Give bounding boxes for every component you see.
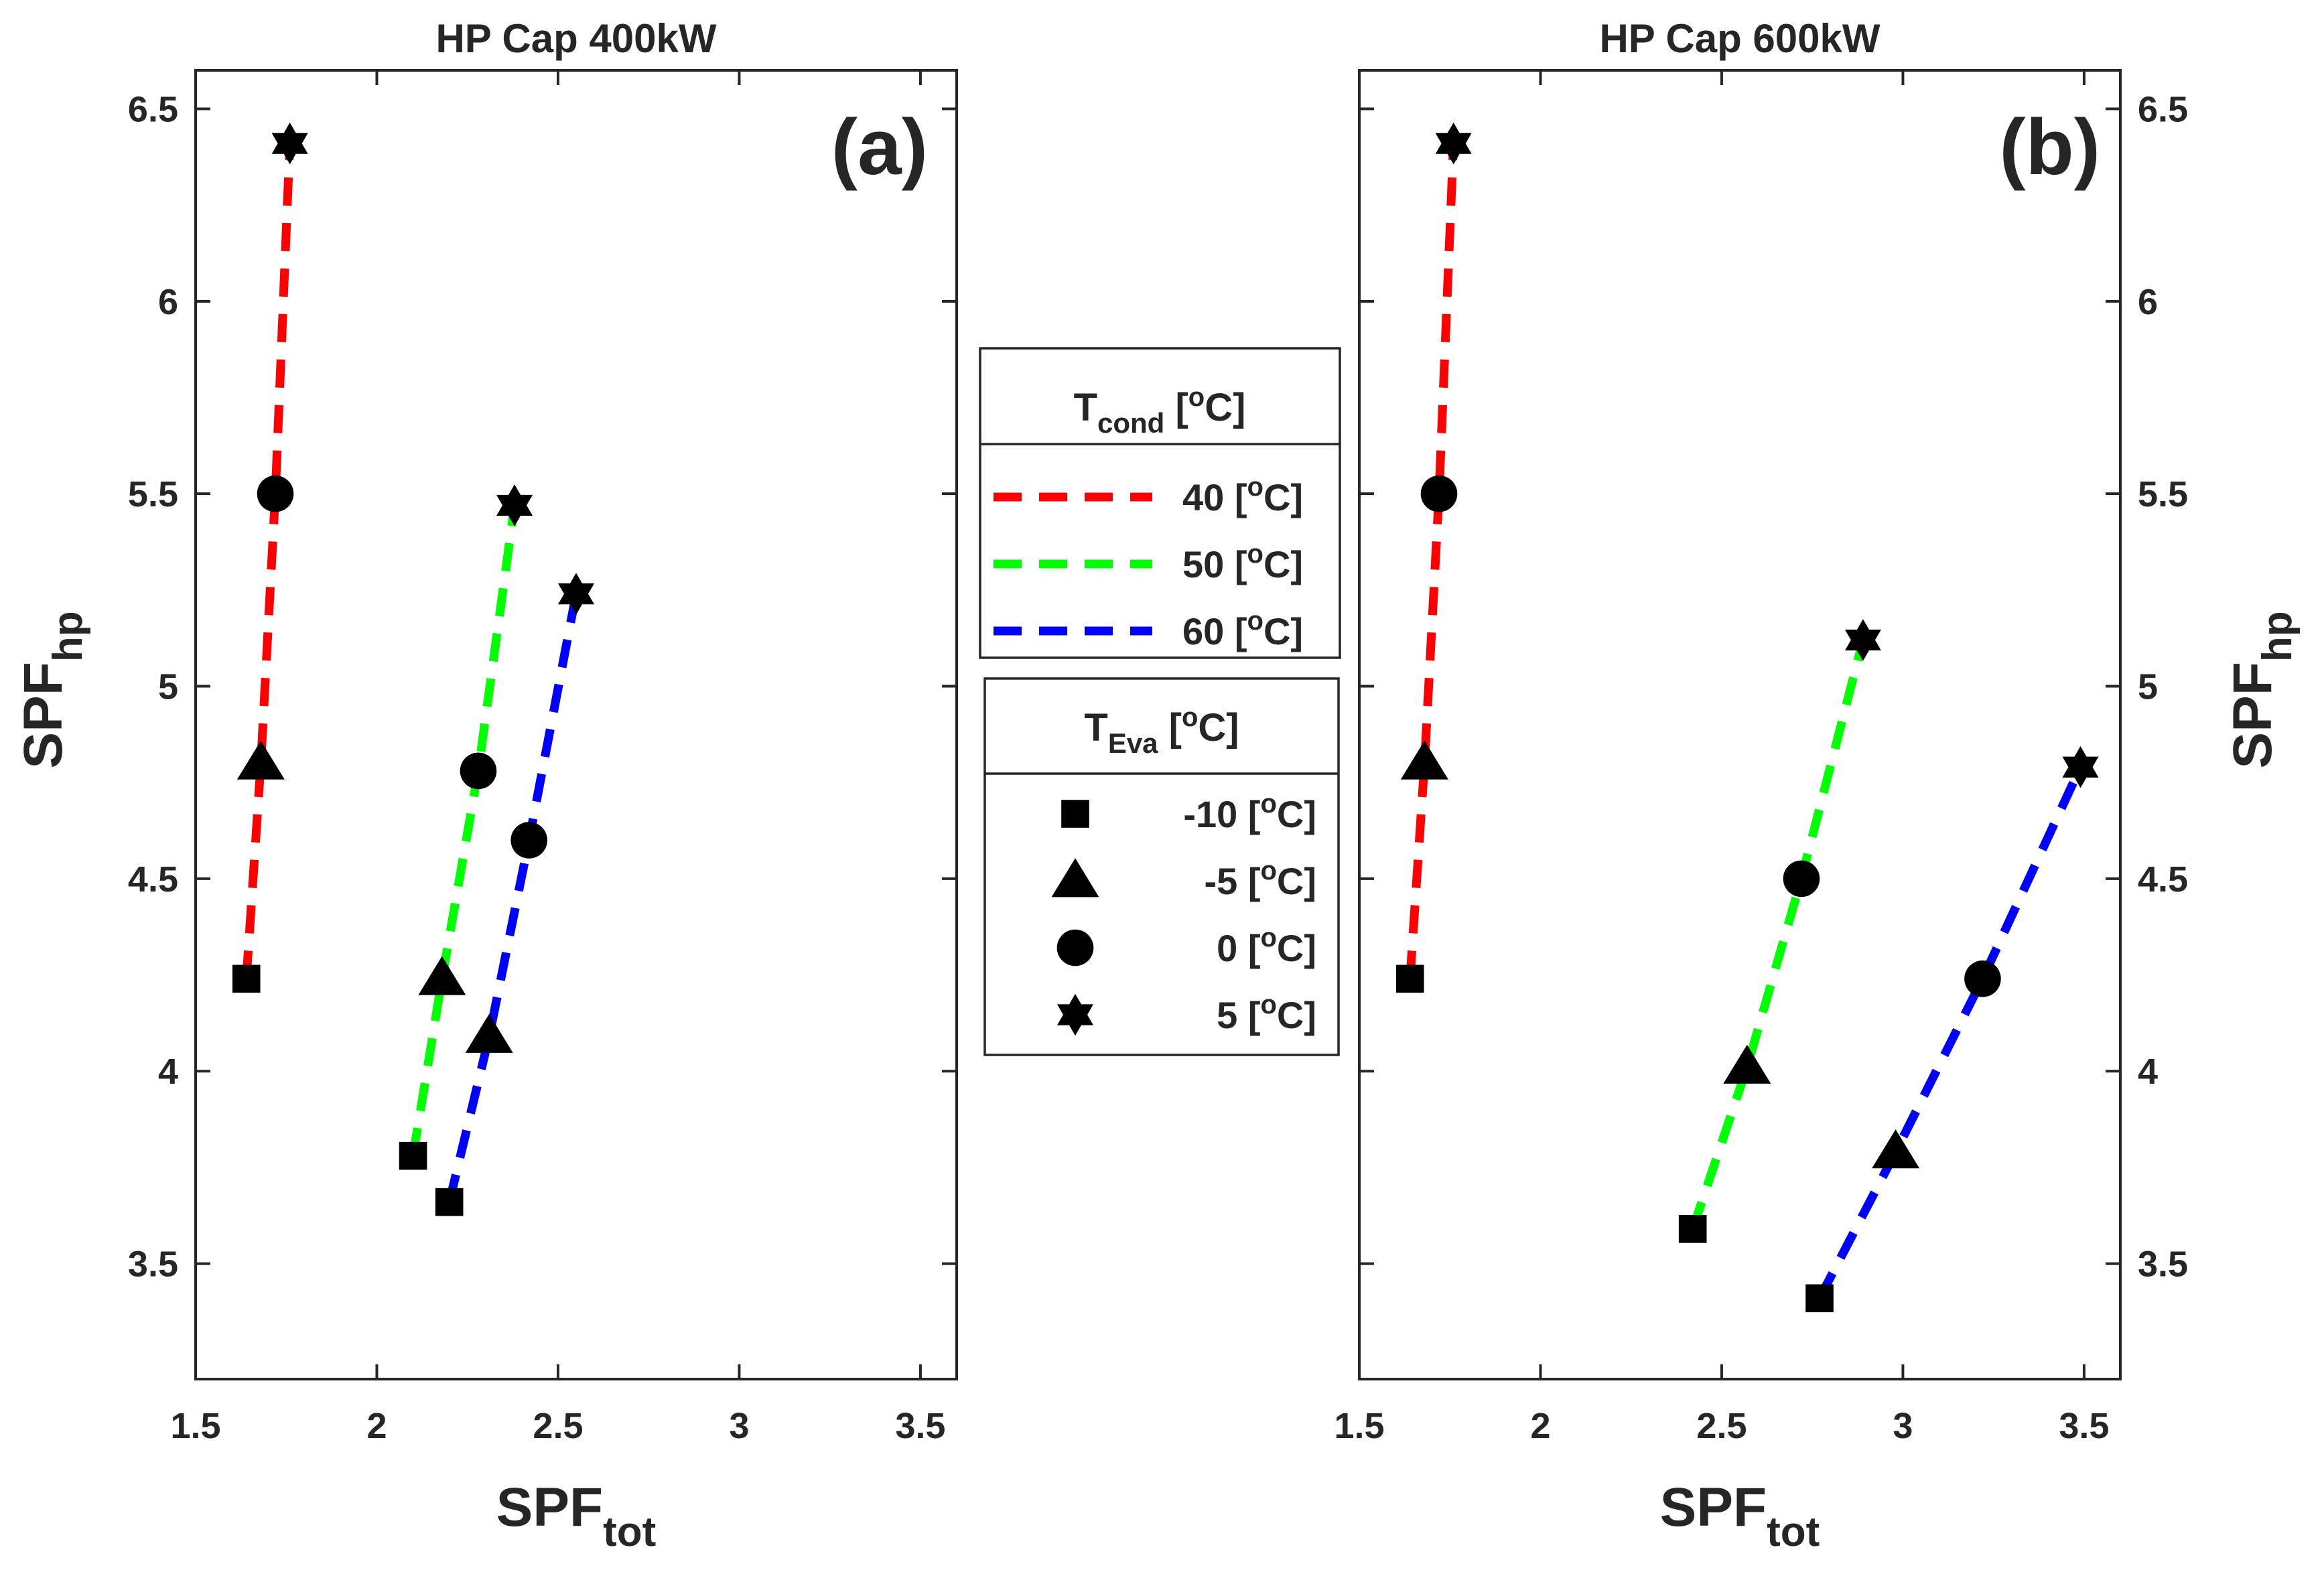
data-point-square <box>232 965 261 993</box>
data-point-square <box>1805 1284 1834 1313</box>
x-tick-label: 3 <box>1893 1406 1913 1446</box>
legend-cond: Tcond [oC] 40 [oC] 50 [oC] 60 [oC] <box>979 347 1341 659</box>
panel-a-ylabel: SPFhp <box>13 611 91 768</box>
x-tick-label: 1.5 <box>1334 1406 1384 1446</box>
series-line-40 <box>242 143 295 979</box>
legend-cond-title: Tcond [oC] <box>1074 382 1246 439</box>
panel-b-ticks: 1.5 2 2.5 3 3.5 3.5 4 4.5 5 5.5 6 6.5 <box>1334 70 2188 1446</box>
data-point-square <box>1678 1215 1707 1243</box>
panel-a-lines <box>242 143 581 1204</box>
panel-b-title: HP Cap 600kW <box>1599 16 1880 61</box>
legend-eva-label: 0 [oC] <box>1217 923 1316 969</box>
data-point-circle <box>1420 475 1458 512</box>
panel-a-markers <box>232 122 595 1216</box>
panel-b-label: (b) <box>1999 103 2100 192</box>
data-point-circle <box>1783 860 1820 898</box>
data-point-triangle <box>1400 740 1448 780</box>
legend-eva-label: 5 [oC] <box>1217 990 1316 1036</box>
panel-b-axes-box <box>1358 69 2122 1380</box>
series-line-50 <box>409 504 519 1157</box>
legend-eva-marker-square <box>1061 800 1089 828</box>
data-point-square <box>435 1188 464 1216</box>
panel-a-xlabel: SPFtot <box>496 1477 657 1555</box>
panel-a-axes-box <box>194 69 958 1380</box>
data-point-hexagram <box>2062 746 2099 788</box>
panel-b-xlabel: SPFtot <box>1660 1477 1820 1555</box>
panel-b-lines <box>1406 143 2085 1301</box>
legend-cond-items: 40 [oC] 50 [oC] 60 [oC] <box>994 472 1303 652</box>
x-tick-label: 2 <box>1530 1406 1550 1446</box>
panel-a: 1.5 2 2.5 3 3.53.544.555.566.5 HP Cap 400kW … <box>13 16 958 1555</box>
legend-cond-box <box>979 347 1341 659</box>
x-tick-label: 3.5 <box>895 1406 945 1446</box>
y-tick-label: 5.5 <box>128 474 178 514</box>
legend-eva-marker-triangle <box>1051 858 1099 898</box>
legend-cond-label: 40 [oC] <box>1182 472 1303 518</box>
y-tick-label: 6 <box>2138 282 2158 322</box>
y-tick-label: 6.5 <box>128 89 178 129</box>
x-tick-label: 3 <box>729 1406 749 1446</box>
data-point-circle <box>510 822 547 859</box>
y-tick-label: 5.5 <box>2138 474 2188 514</box>
data-point-hexagram <box>1435 122 1472 165</box>
legend-eva-items: -10 [oC] -5 [oC] 0 [oC] 5 [oC] <box>1051 789 1316 1036</box>
data-point-circle <box>257 475 294 512</box>
legend-eva-label: -5 [oC] <box>1204 856 1316 902</box>
legend-eva-box <box>983 677 1340 1056</box>
data-point-circle <box>1964 960 2001 997</box>
legend-eva-label: -10 [oC] <box>1183 789 1316 835</box>
panel-b: 1.5 2 2.5 3 3.53.544.555.566.5 HP Cap 600kW … <box>1334 16 2301 1555</box>
legend-cond-label: 60 [oC] <box>1182 606 1303 652</box>
x-tick-label: 2 <box>366 1406 387 1446</box>
legend-eva-title: TEva [oC] <box>1084 703 1239 759</box>
y-tick-label: 4 <box>2138 1052 2158 1092</box>
y-tick-label: 6.5 <box>2138 89 2188 129</box>
panel-a-title: HP Cap 400kW <box>435 16 716 61</box>
legend-eva-marker-hexagram <box>1056 993 1094 1036</box>
data-point-square <box>399 1141 427 1170</box>
legend-eva-marker-circle <box>1056 929 1094 967</box>
x-tick-label: 2.5 <box>533 1406 583 1446</box>
y-tick-label: 6 <box>158 282 178 322</box>
panel-a-label: (a) <box>831 103 928 192</box>
y-tick-label: 5 <box>158 667 178 707</box>
series-line-40 <box>1406 143 1458 979</box>
data-point-hexagram <box>271 122 308 165</box>
legend-cond-label: 50 [oC] <box>1182 539 1303 585</box>
x-tick-label: 1.5 <box>170 1406 220 1446</box>
x-tick-label: 2.5 <box>1696 1406 1747 1446</box>
data-point-triangle <box>1723 1044 1771 1084</box>
series-line-60 <box>1816 765 2085 1301</box>
y-tick-label: 3.5 <box>2138 1244 2188 1285</box>
data-point-hexagram <box>557 573 595 615</box>
y-tick-label: 4.5 <box>128 859 178 900</box>
y-tick-label: 4 <box>158 1052 178 1092</box>
data-point-hexagram <box>1844 619 1881 661</box>
panel-b-ylabel: SPFhp <box>2222 611 2301 768</box>
y-tick-label: 3.5 <box>128 1244 178 1285</box>
data-point-triangle <box>1872 1129 1920 1169</box>
legend-eva: TEva [oC] -10 [oC] -5 [oC] 0 [oC] 5 [oC] <box>983 677 1340 1056</box>
x-tick-label: 3.5 <box>2059 1406 2109 1446</box>
panel-b-markers <box>1395 122 2099 1313</box>
y-tick-label: 5 <box>2138 667 2158 707</box>
data-point-hexagram <box>496 484 533 526</box>
data-point-triangle <box>418 956 466 995</box>
data-point-triangle <box>236 740 285 780</box>
data-point-square <box>1395 965 1424 993</box>
panel-a-ticks: 1.5 2 2.5 3 3.5 3.5 4 4.5 5 5.5 6 6.5 <box>128 70 957 1446</box>
data-point-circle <box>460 752 497 790</box>
y-tick-label: 4.5 <box>2138 859 2188 900</box>
data-point-triangle <box>465 1013 513 1053</box>
